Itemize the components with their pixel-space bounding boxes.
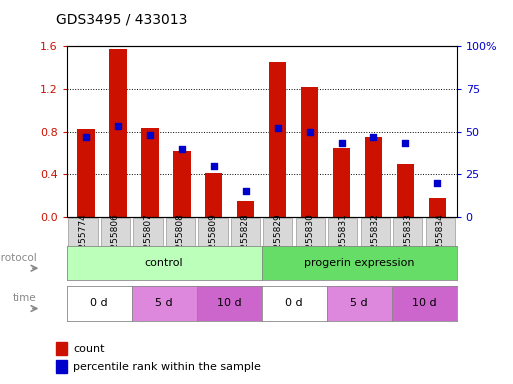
Point: [273, 125, 282, 131]
Point: [433, 180, 442, 186]
Bar: [397, 164, 414, 217]
Bar: [301, 87, 319, 217]
Bar: [109, 49, 127, 217]
Bar: [166, 218, 195, 264]
Bar: [428, 198, 446, 217]
Text: GSM255806: GSM255806: [111, 214, 120, 268]
Bar: [68, 218, 97, 264]
Point: [401, 141, 409, 147]
Text: percentile rank within the sample: percentile rank within the sample: [73, 362, 261, 372]
Point: [114, 123, 122, 129]
Bar: [205, 173, 223, 217]
Text: GSM255829: GSM255829: [273, 214, 282, 268]
Text: GSM255807: GSM255807: [144, 214, 152, 268]
Text: GSM255828: GSM255828: [241, 214, 250, 268]
Bar: [295, 218, 325, 264]
Bar: [231, 218, 260, 264]
Text: GSM255774: GSM255774: [78, 214, 87, 268]
Point: [305, 128, 313, 135]
Text: GSM255830: GSM255830: [306, 214, 315, 268]
Point: [82, 134, 90, 140]
Bar: [55, 360, 67, 373]
Point: [338, 141, 346, 147]
Bar: [361, 218, 390, 264]
Text: GSM255832: GSM255832: [371, 214, 380, 268]
Text: GSM255833: GSM255833: [403, 214, 412, 268]
Bar: [263, 218, 292, 264]
Bar: [365, 137, 382, 217]
Bar: [133, 218, 163, 264]
Bar: [55, 342, 67, 355]
Text: GSM255809: GSM255809: [208, 214, 218, 268]
Text: count: count: [73, 344, 105, 354]
Text: GSM255808: GSM255808: [176, 214, 185, 268]
Text: progerin expression: progerin expression: [304, 258, 415, 268]
Bar: [328, 218, 358, 264]
Bar: [269, 62, 286, 217]
Bar: [237, 201, 254, 217]
Point: [369, 134, 378, 140]
Bar: [393, 218, 422, 264]
Text: 5 d: 5 d: [155, 298, 173, 308]
Text: 0 d: 0 d: [90, 298, 108, 308]
Text: 0 d: 0 d: [285, 298, 303, 308]
Point: [210, 163, 218, 169]
Text: protocol: protocol: [0, 253, 37, 263]
Bar: [77, 129, 95, 217]
Bar: [141, 128, 159, 217]
Text: GDS3495 / 433013: GDS3495 / 433013: [56, 13, 188, 27]
Text: 10 d: 10 d: [412, 298, 437, 308]
Text: time: time: [13, 293, 37, 303]
Bar: [426, 218, 455, 264]
Point: [177, 146, 186, 152]
Text: 10 d: 10 d: [217, 298, 242, 308]
Bar: [333, 147, 350, 217]
Bar: [173, 151, 190, 217]
Text: 5 d: 5 d: [350, 298, 368, 308]
Text: GSM255831: GSM255831: [339, 214, 347, 268]
Text: GSM255834: GSM255834: [436, 214, 445, 268]
Point: [242, 188, 250, 194]
Text: control: control: [145, 258, 184, 268]
Bar: [101, 218, 130, 264]
Bar: [198, 218, 227, 264]
Point: [146, 132, 154, 138]
